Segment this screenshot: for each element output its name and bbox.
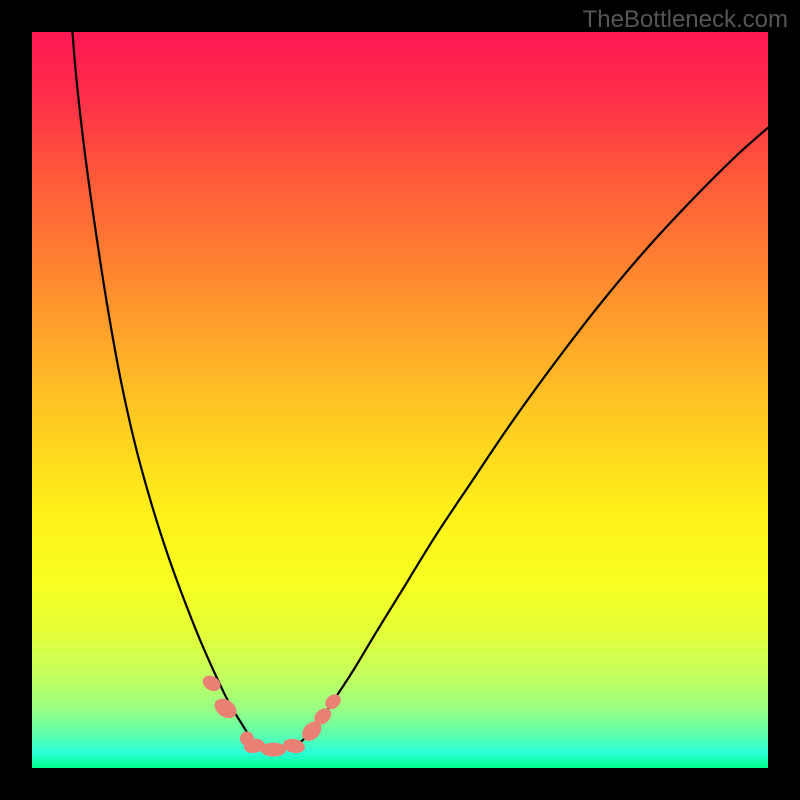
curve-bead xyxy=(200,673,223,695)
plot-area xyxy=(32,32,768,768)
curve-layer xyxy=(32,32,768,768)
watermark-text: TheBottleneck.com xyxy=(583,6,788,34)
chart-frame: TheBottleneck.com xyxy=(0,0,800,800)
curve-bead xyxy=(260,743,286,757)
curve-bead xyxy=(211,695,240,723)
bottleneck-curve xyxy=(72,32,768,750)
